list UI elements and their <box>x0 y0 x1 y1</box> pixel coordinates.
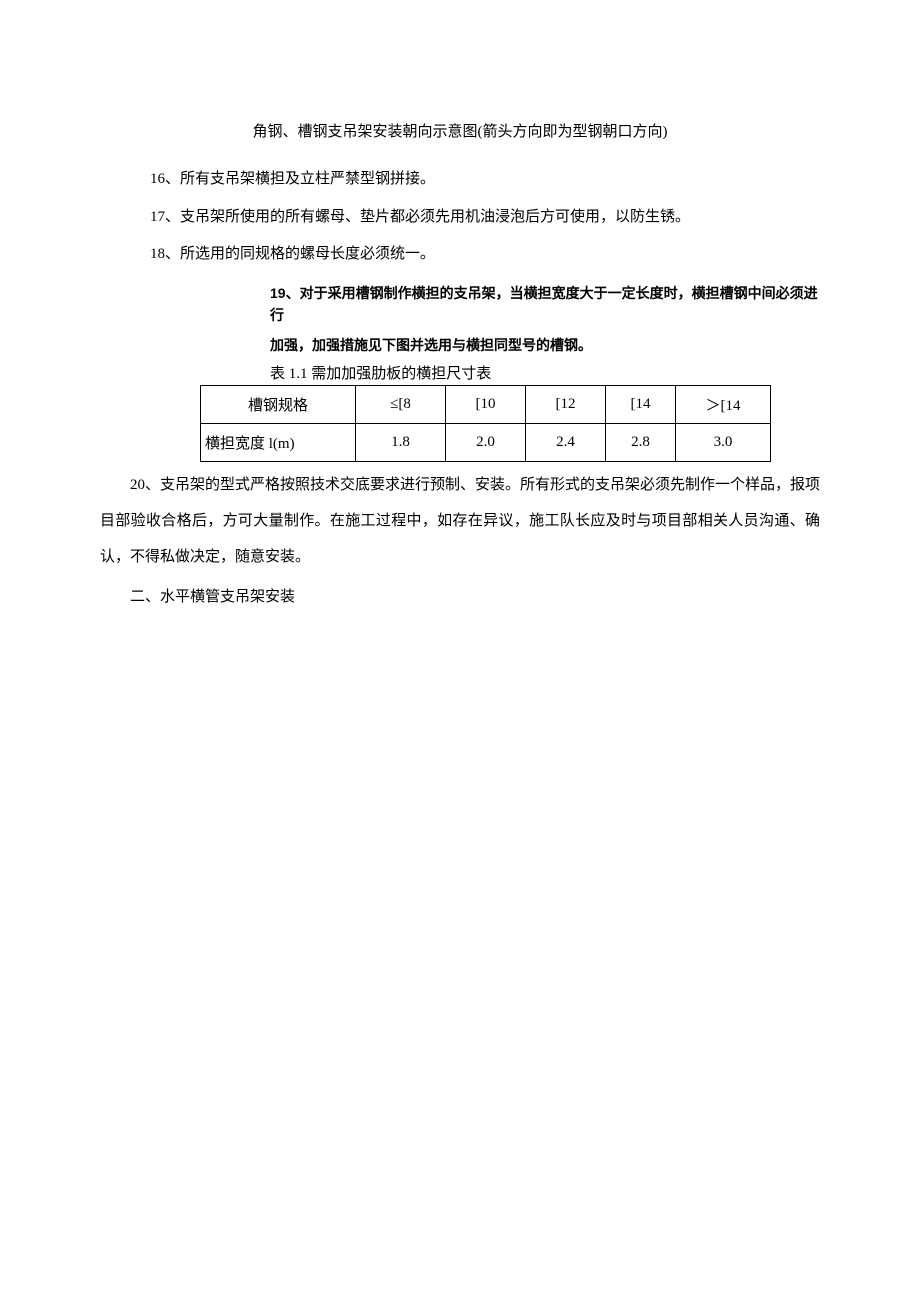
table-data-row: 横担宽度 l(m) 1.8 2.0 2.4 2.8 3.0 <box>201 423 771 461</box>
table-cell: 横担宽度 l(m) <box>201 423 356 461</box>
table-cell: [14 <box>606 385 676 423</box>
table-cell: ≤[8 <box>356 385 446 423</box>
table-cell: 1.8 <box>356 423 446 461</box>
item-16: 16、所有支吊架横担及立柱严禁型钢拼接。 <box>120 161 820 199</box>
table-header-row: 槽钢规格 ≤[8 [10 [12 [14 ＞[14 <box>201 385 771 423</box>
table-cell: 2.8 <box>606 423 676 461</box>
table-cell: 3.0 <box>676 423 771 461</box>
dimension-table: 槽钢规格 ≤[8 [10 [12 [14 ＞[14 横担宽度 l(m) 1.8 … <box>200 385 771 462</box>
table-cell: 2.4 <box>526 423 606 461</box>
table-cell: [10 <box>446 385 526 423</box>
item-17: 17、支吊架所使用的所有螺母、垫片都必须先用机油浸泡后方可使用，以防生锈。 <box>120 199 820 237</box>
item-18: 18、所选用的同规格的螺母长度必须统一。 <box>120 236 820 274</box>
table-cell: 槽钢规格 <box>201 385 356 423</box>
item-20: 20、支吊架的型式严格按照技术交底要求进行预制、安装。所有形式的支吊架必须先制作… <box>100 467 820 575</box>
item-19-line1: 19、对于采用槽钢制作横担的支吊架，当横担宽度大于一定长度时，横担槽钢中间必须进… <box>270 282 820 327</box>
table-caption: 表 1.1 需加加强肋板的横担尺寸表 <box>270 362 820 383</box>
table-cell: ＞[14 <box>676 385 771 423</box>
table-cell: [12 <box>526 385 606 423</box>
table-cell: 2.0 <box>446 423 526 461</box>
item-19-line2: 加强，加强措施见下图并选用与横担同型号的槽钢。 <box>270 334 820 356</box>
section-2-heading: 二、水平横管支吊架安装 <box>100 585 820 606</box>
figure-caption: 角钢、槽钢支吊架安装朝向示意图(箭头方向即为型钢朝口方向) <box>100 120 820 141</box>
